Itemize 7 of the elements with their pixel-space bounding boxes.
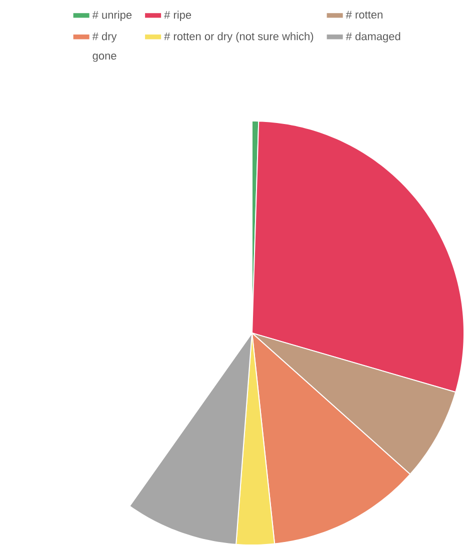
legend-label: # unripe [92, 10, 132, 21]
legend-label: # ripe [164, 10, 192, 21]
slice-label: gone [92, 54, 116, 62]
legend-label: # dry [92, 32, 117, 42]
legend-label: # damaged [346, 32, 400, 42]
legend-label: # rotten [346, 10, 382, 19]
legend-label: # rotten or dry (not sure which) [164, 32, 314, 42]
